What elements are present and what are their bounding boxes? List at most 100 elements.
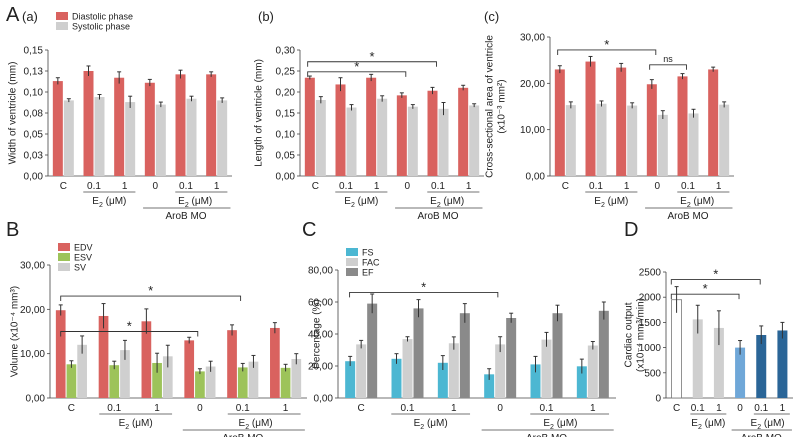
y-tick-label: 0,05 xyxy=(276,151,296,162)
bar xyxy=(627,105,638,176)
x-tick-label: 0.1 xyxy=(179,181,193,192)
chart-panel-c: C 0,00 20,00 40,00 60,00 80,00 Percentage (%) C… xyxy=(302,219,616,437)
y-tick-label: 1500 xyxy=(639,318,662,329)
significance-star: * xyxy=(604,37,609,52)
bar xyxy=(55,310,66,398)
panel-sub-letter: (a) xyxy=(22,9,38,24)
y-tick-label: 2500 xyxy=(639,268,662,279)
bar xyxy=(677,76,688,176)
e2-unit-label: E2 (μM) xyxy=(119,418,153,431)
legend-swatch xyxy=(346,268,358,276)
x-tick-label: 1 xyxy=(154,403,160,414)
legend-label: SV xyxy=(74,263,86,273)
e2-unit-label: E2 (μM) xyxy=(414,418,448,431)
y-tick-label: 10,00 xyxy=(520,125,545,136)
y-axis-label-line: Cross-sectional area of ventricle xyxy=(484,35,495,178)
bar xyxy=(495,344,506,398)
arob-mo-label: AroB MO xyxy=(417,211,458,222)
legend-label: ESV xyxy=(74,253,92,263)
y-axis-label: Width of ventricle (mm) xyxy=(7,62,18,165)
bar xyxy=(315,99,326,176)
bar xyxy=(413,308,424,398)
significance-star: * xyxy=(127,319,132,334)
bar xyxy=(248,361,259,398)
bar xyxy=(587,345,598,398)
y-tick-label: 10,00 xyxy=(20,349,45,360)
x-tick-label: C xyxy=(68,403,75,414)
x-tick-label: 0.1 xyxy=(236,403,250,414)
bar xyxy=(205,366,216,398)
significance-star: * xyxy=(421,279,426,294)
significance-star: * xyxy=(370,49,375,64)
bar xyxy=(391,358,402,398)
y-axis-label-line: Width of ventricle (mm) xyxy=(7,62,18,165)
x-tick-label: 1 xyxy=(780,403,786,414)
x-tick-label: 0.1 xyxy=(681,181,695,192)
bar xyxy=(346,107,357,176)
bar xyxy=(335,84,346,176)
y-axis-label: Length of ventricle (mm) xyxy=(253,59,264,167)
e2-unit-label-arob: E2 (μM) xyxy=(430,196,464,209)
chart-panel-d: D 0 500 1000 1500 2000 2500 Cardiac output (x10⁻… xyxy=(623,219,793,437)
y-tick-label: 30,00 xyxy=(520,33,545,44)
arob-mo-label: AroB MO xyxy=(667,211,708,222)
bar xyxy=(141,321,152,398)
bar xyxy=(94,97,105,176)
bar xyxy=(77,344,87,398)
bar xyxy=(83,71,94,176)
bar xyxy=(377,98,388,176)
y-tick-label: 0,08 xyxy=(24,109,44,120)
bar xyxy=(598,310,609,398)
x-tick-label: 1 xyxy=(374,181,380,192)
y-tick-label: 0,03 xyxy=(24,151,44,162)
y-axis-label-line: Percentage (%) xyxy=(311,299,322,368)
chart-panel-b: B 0,00 10,00 20,00 30,00 Volume (x10⁻⁴ mm³) C 0… xyxy=(6,219,307,437)
y-axis-label: Volume (x10⁻⁴ mm³) xyxy=(9,286,20,377)
y-tick-label: 0,05 xyxy=(24,130,44,141)
bar xyxy=(688,113,699,176)
bar xyxy=(63,100,74,176)
bar xyxy=(227,330,237,398)
chart-panel-ac: (c) 0,00 10,00 20,00 30,00 Cross-sectional ar… xyxy=(484,9,734,222)
arob-mo-label: AroB MO xyxy=(526,433,567,437)
y-axis-label-line: (x10⁻³ mm²) xyxy=(496,79,507,133)
y-tick-label: 20,00 xyxy=(308,362,333,373)
y-tick-label: 0,00 xyxy=(276,172,296,183)
y-tick-label: 0,25 xyxy=(276,67,296,78)
bar xyxy=(195,371,205,398)
bar xyxy=(616,67,627,176)
bar xyxy=(713,327,724,398)
bar xyxy=(217,100,228,176)
e2-unit-label: E2 (μM) xyxy=(92,196,126,209)
x-tick-label: 0.1 xyxy=(589,181,603,192)
x-tick-label: 0 xyxy=(737,403,743,414)
y-tick-label: 0,30 xyxy=(276,46,296,57)
bar xyxy=(270,327,280,398)
significance-bracket xyxy=(307,61,437,67)
arob-mo-label: AroB MO xyxy=(741,433,782,437)
x-tick-label: 1 xyxy=(716,181,722,192)
x-tick-label: C xyxy=(60,181,67,192)
x-tick-label: 1 xyxy=(716,403,722,414)
legend-label: Systolic phase xyxy=(72,22,130,32)
x-tick-label: 1 xyxy=(466,181,472,192)
bar xyxy=(109,365,120,398)
y-tick-label: 60,00 xyxy=(308,298,333,309)
bar xyxy=(304,77,315,176)
bar xyxy=(585,61,596,176)
legend-swatch xyxy=(346,258,358,266)
bar xyxy=(646,84,657,176)
panel-letter: A xyxy=(6,4,20,26)
significance-bracket xyxy=(670,279,761,285)
x-tick-label: C xyxy=(358,403,365,414)
significance-bracket xyxy=(60,295,242,302)
legend-swatch xyxy=(58,263,70,271)
y-tick-label: 2000 xyxy=(639,293,662,304)
e2-unit-label: E2 (μM) xyxy=(691,418,725,431)
legend-swatch xyxy=(58,243,70,251)
legend-label: FS xyxy=(362,248,374,258)
y-tick-label: 0,10 xyxy=(24,88,44,99)
x-tick-label: 1 xyxy=(214,181,220,192)
figure-panels: A (a) 0,00 0,03 0,05 0,08 0,10 0,13 0,15 Width of… xyxy=(6,4,793,437)
bar xyxy=(356,344,367,398)
